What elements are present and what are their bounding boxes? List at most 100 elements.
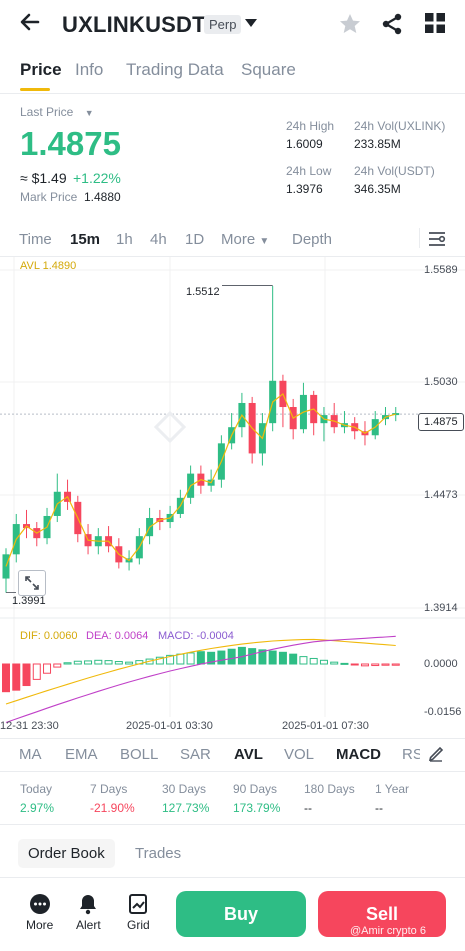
indicator-avl[interactable]: AVL	[234, 746, 263, 763]
indicator-boll[interactable]: BOLL	[120, 746, 159, 763]
caret-down-icon[interactable]	[244, 16, 258, 31]
tab-price[interactable]: Price	[20, 60, 62, 79]
perp-badge: Perp	[204, 15, 242, 34]
indicator-vol[interactable]: VOL	[284, 746, 315, 763]
interval-1d[interactable]: 1D	[185, 231, 205, 248]
last-price-label[interactable]: Last Price ▼	[20, 105, 94, 119]
grid-menu-icon[interactable]	[424, 12, 446, 39]
divider	[0, 877, 465, 878]
divider	[0, 93, 465, 94]
star-icon[interactable]	[338, 12, 362, 41]
macd-bar	[309, 657, 318, 665]
macd-bar	[104, 660, 113, 665]
macd-bar	[391, 663, 400, 666]
high-label: 24h High	[286, 119, 335, 133]
macd-bar	[196, 651, 205, 665]
perf-label: Today	[20, 782, 53, 796]
perf-value: --	[375, 801, 383, 815]
macd-bar	[155, 656, 164, 665]
macd-bar	[217, 650, 226, 665]
macd-label: MACD: -0.0004	[158, 630, 234, 642]
more-button[interactable]: More	[26, 893, 53, 932]
macd-bar	[340, 662, 349, 665]
expand-chart-icon[interactable]	[18, 570, 46, 596]
macd-bar	[84, 660, 93, 665]
caret-down-icon: ▼	[259, 236, 270, 247]
active-tab-indicator	[20, 88, 50, 91]
high-value: 1.6009	[286, 137, 323, 151]
macd-bar	[2, 663, 10, 693]
mark-price-value: 1.4880	[84, 190, 121, 204]
perf-value: -21.90%	[90, 801, 135, 815]
macd-bar	[94, 659, 103, 665]
macd-tick: 0.0000	[424, 658, 458, 670]
share-icon[interactable]	[380, 12, 404, 41]
grid-label: Grid	[127, 918, 150, 932]
macd-bar	[12, 663, 21, 691]
bell-icon	[80, 895, 97, 915]
vol-quote-value: 346.35M	[354, 182, 401, 196]
price-change: +1.22%	[73, 170, 121, 186]
macd-bar	[350, 663, 359, 666]
mark-price-label: Mark Price	[20, 190, 78, 204]
macd-bar	[278, 651, 287, 665]
avl-line	[5, 392, 396, 567]
price-tick: 1.4473	[424, 489, 458, 501]
macd-bar	[299, 656, 308, 665]
tab-trades[interactable]: Trades	[135, 845, 182, 862]
back-arrow-icon[interactable]	[18, 10, 42, 39]
interval-depth[interactable]: Depth	[292, 231, 333, 248]
indicator-rsi[interactable]: RSI	[402, 746, 420, 763]
grid-button[interactable]: Grid	[127, 893, 150, 932]
indicator-edit-icon[interactable]	[428, 746, 444, 767]
interval-4h[interactable]: 4h	[150, 231, 167, 248]
price-tick: 1.5589	[424, 264, 458, 276]
time-label: 2025-01-01 03:30	[126, 720, 213, 732]
interval-time[interactable]: Time	[19, 231, 52, 248]
macd-bar	[166, 654, 175, 665]
perf-value: --	[304, 801, 312, 815]
buy-button[interactable]: Buy	[176, 891, 306, 937]
macd-bar	[53, 663, 62, 668]
sell-button[interactable]: Sell	[318, 891, 446, 937]
dea-label: DEA: 0.0064	[86, 630, 149, 642]
macd-bar	[258, 649, 267, 665]
interval-1h[interactable]: 1h	[116, 231, 133, 248]
alert-button[interactable]: Alert	[76, 893, 101, 932]
indicator-ema[interactable]: EMA	[65, 746, 98, 763]
chart-settings-icon[interactable]	[428, 231, 446, 252]
macd-bar	[360, 663, 369, 667]
indicator-ma[interactable]: MA	[19, 746, 42, 763]
indicator-macd[interactable]: MACD	[336, 746, 381, 763]
vol-base-value: 233.85M	[354, 137, 401, 151]
max-price-label: 1.5512	[186, 286, 220, 298]
time-label: 12-31 23:30	[0, 720, 59, 732]
symbol-title[interactable]: UXLINKUSDT	[62, 12, 206, 37]
dea-line	[5, 635, 396, 724]
avl-label: AVL 1.4890	[20, 260, 77, 272]
interval-more-label: More	[221, 231, 256, 248]
interval-15m[interactable]: 15m	[70, 231, 101, 248]
tab-trading-data[interactable]: Trading Data	[126, 60, 224, 79]
tab-order-book[interactable]: Order Book	[18, 839, 115, 868]
macd-bar	[125, 661, 134, 665]
perf-label: 90 Days	[233, 782, 278, 796]
vol-quote-label: 24h Vol(USDT)	[354, 164, 435, 178]
caret-down-icon: ▼	[84, 108, 94, 118]
perf-value: 173.79%	[233, 801, 281, 815]
perf-label: 1 Year	[375, 782, 410, 796]
macd-bar	[268, 650, 277, 665]
indicator-sar[interactable]: SAR	[180, 746, 211, 763]
macd-tick: -0.0156	[424, 706, 462, 718]
dif-label: DIF: 0.0060	[20, 630, 78, 642]
macd-bar	[227, 648, 236, 665]
interval-more[interactable]: More ▼	[221, 231, 269, 248]
perf-label: 180 Days	[304, 782, 355, 796]
candle-body	[2, 554, 10, 579]
candlestick-chart[interactable]	[0, 257, 465, 739]
macd-bar	[186, 652, 195, 665]
tab-square[interactable]: Square	[241, 60, 296, 79]
perf-label: 30 Days	[162, 782, 207, 796]
tab-info[interactable]: Info	[75, 60, 104, 79]
